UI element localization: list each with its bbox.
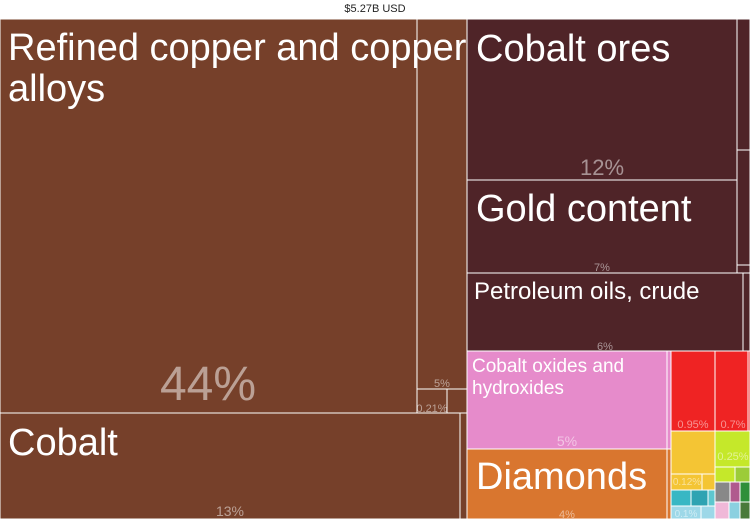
pct-lime: 0.25% bbox=[717, 451, 748, 463]
tile-minor-0[interactable] bbox=[737, 19, 750, 150]
tile-minor-7[interactable] bbox=[447, 389, 467, 413]
tile-minor-16[interactable] bbox=[708, 490, 715, 506]
pct-yellow: 0.12% bbox=[673, 477, 701, 488]
tile-minor-22[interactable] bbox=[740, 502, 750, 519]
pct-cobalt-oxides: 5% bbox=[557, 433, 577, 449]
label-copper: Refined copper and copper bbox=[8, 27, 467, 69]
label-gold: Gold content bbox=[476, 188, 692, 230]
tile-copper-small-a[interactable] bbox=[417, 19, 467, 389]
pct-lightblue: 0.1% bbox=[675, 509, 698, 520]
label-copper-line2: alloys bbox=[8, 68, 105, 110]
tile-minor-9[interactable] bbox=[671, 431, 715, 474]
tile-minor-10[interactable] bbox=[702, 474, 715, 490]
tile-minor-5[interactable] bbox=[667, 449, 671, 519]
tile-minor-19[interactable] bbox=[740, 482, 750, 502]
label-diamonds: Diamonds bbox=[476, 456, 647, 498]
pct-petroleum: 6% bbox=[597, 341, 613, 353]
pct-cobalt-ores: 12% bbox=[580, 155, 624, 180]
tile-minor-13[interactable] bbox=[671, 490, 691, 506]
pct-cobalt: 13% bbox=[216, 503, 244, 519]
pct-red-a: 0.95% bbox=[677, 419, 708, 431]
label-cobalt-ores: Cobalt ores bbox=[476, 28, 670, 70]
tile-minor-21[interactable] bbox=[729, 502, 740, 519]
tile-minor-11[interactable] bbox=[715, 467, 735, 482]
label-cobalt-oxides: Cobalt oxides and bbox=[472, 356, 624, 377]
tile-minor-20[interactable] bbox=[715, 502, 729, 519]
tile-minor-15[interactable] bbox=[701, 506, 715, 519]
label-petroleum: Petroleum oils, crude bbox=[474, 278, 699, 305]
pct-copper-small-b: 0.21% bbox=[416, 403, 447, 415]
tile-minor-1[interactable] bbox=[737, 150, 750, 265]
pct-gold: 7% bbox=[594, 262, 610, 274]
label-cobalt: Cobalt bbox=[8, 422, 118, 464]
pct-copper: 44% bbox=[160, 358, 256, 411]
tile-minor-12[interactable] bbox=[735, 467, 750, 482]
label-cobalt-oxides-line2: hydroxides bbox=[472, 378, 564, 399]
pct-diamonds: 4% bbox=[559, 509, 575, 520]
tile-minor-3[interactable] bbox=[743, 273, 750, 351]
tile-minor-14[interactable] bbox=[691, 490, 708, 506]
tile-minor-18[interactable] bbox=[730, 482, 740, 502]
tile-minor-8[interactable] bbox=[460, 413, 467, 519]
tile-minor-4[interactable] bbox=[667, 351, 671, 449]
tile-minor-2[interactable] bbox=[737, 265, 750, 273]
tile-minor-17[interactable] bbox=[715, 482, 730, 502]
pct-red-b: 0.7% bbox=[720, 419, 745, 431]
pct-copper-small-a: 5% bbox=[434, 378, 450, 390]
